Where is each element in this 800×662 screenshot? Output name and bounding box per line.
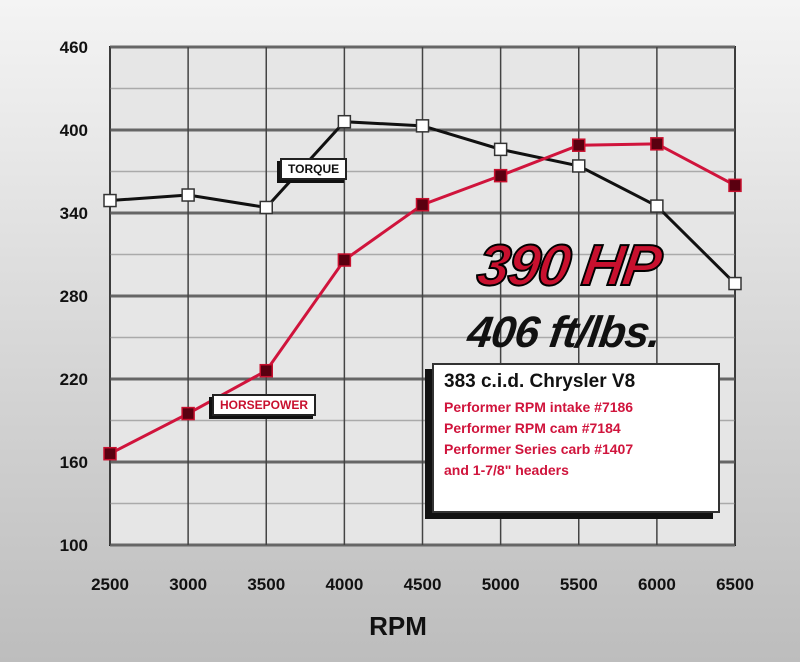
x-tick-label: 4500	[404, 575, 442, 594]
data-point-horsepower	[337, 253, 352, 267]
torque-annotation: 406 ft/lbs.	[464, 308, 664, 357]
data-point-torque	[415, 119, 430, 133]
data-point-horsepower	[572, 138, 586, 152]
data-point-horsepower	[103, 446, 117, 461]
horsepower-series-label: HORSEPOWER	[212, 394, 317, 416]
y-tick-label: 160	[60, 453, 88, 472]
x-tick-label: 3000	[169, 575, 207, 594]
data-point-horsepower	[259, 363, 273, 378]
spec-line: Performer RPM cam #7184	[444, 420, 621, 436]
y-tick-label: 340	[60, 204, 88, 223]
data-point-torque	[650, 199, 664, 213]
data-point-torque	[103, 193, 117, 208]
x-tick-label: 5000	[482, 575, 520, 594]
data-point-horsepower	[650, 137, 664, 151]
x-tick-label: 6500	[716, 575, 754, 594]
data-point-torque	[728, 276, 742, 291]
spec-title: 383 c.i.d. Chrysler V8	[444, 371, 636, 392]
data-point-torque	[181, 188, 195, 202]
data-point-horsepower	[493, 168, 508, 183]
data-point-horsepower	[415, 197, 430, 212]
x-tick-label: 2500	[91, 575, 129, 594]
y-ticks: 460 400 340 280 220 160 100	[60, 38, 88, 555]
y-tick-label: 100	[60, 536, 88, 555]
y-tick-label: 280	[60, 287, 88, 306]
y-tick-label: 400	[60, 121, 88, 140]
x-tick-label: 3500	[247, 575, 285, 594]
y-tick-label: 460	[60, 38, 88, 57]
data-point-torque	[337, 114, 352, 129]
spec-box: 383 c.i.d. Chrysler V8 Performer RPM int…	[432, 363, 720, 513]
hp-annotation: 390 HP	[472, 232, 665, 299]
x-tick-label: 6000	[638, 575, 676, 594]
x-axis-label: RPM	[369, 611, 427, 641]
data-point-torque	[572, 159, 586, 173]
data-point-torque	[259, 200, 273, 215]
data-point-horsepower	[181, 406, 195, 421]
spec-line: Performer Series carb #1407	[444, 441, 634, 457]
spec-line: Performer RPM intake #7186	[444, 399, 634, 415]
torque-series-label: TORQUE	[280, 158, 348, 180]
data-point-torque	[493, 142, 508, 157]
x-ticks: 2500 3000 3500 4000 4500 5000 5500 6000 6500	[91, 575, 754, 594]
spec-line: and 1-7/8" headers	[444, 462, 569, 478]
x-tick-label: 4000	[325, 575, 363, 594]
x-tick-label: 5500	[560, 575, 598, 594]
y-tick-label: 220	[60, 370, 88, 389]
data-point-horsepower	[728, 178, 742, 193]
